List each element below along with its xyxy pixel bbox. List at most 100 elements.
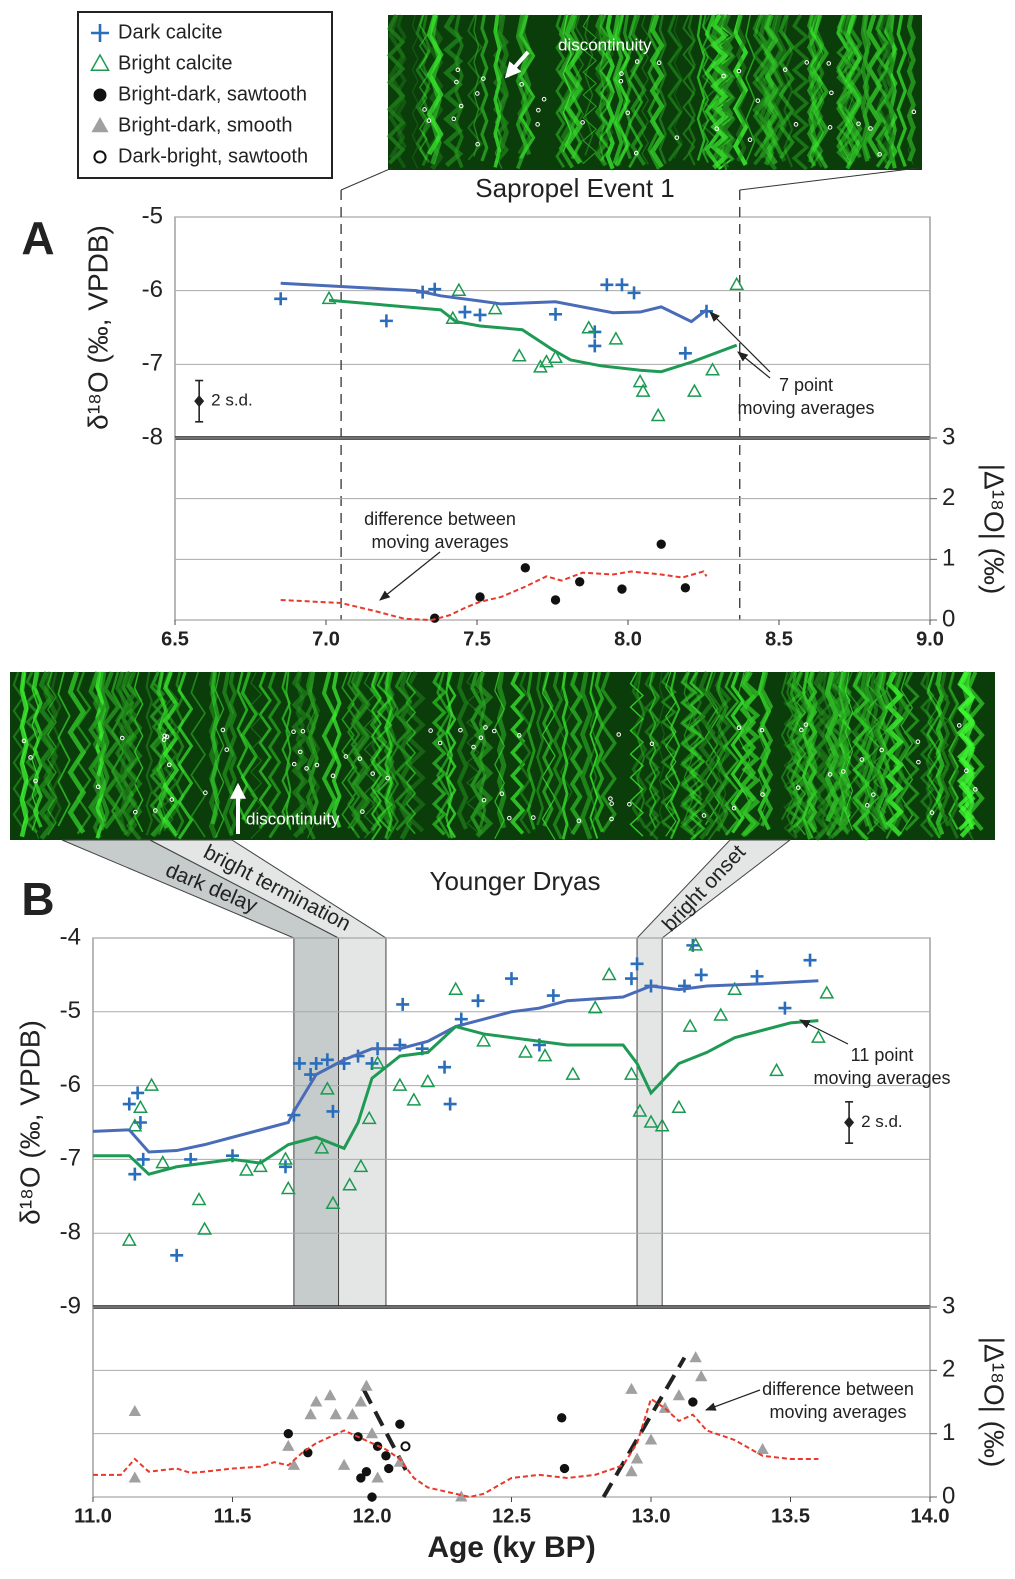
image-sample-spot [803, 722, 809, 727]
image-streak [162, 671, 180, 837]
point [537, 1048, 553, 1062]
point [705, 362, 721, 376]
image-sample-spot [618, 78, 624, 84]
image-sample-spot [625, 110, 631, 116]
image-streak [175, 671, 185, 835]
point [624, 1066, 639, 1080]
image-sample-spot [799, 727, 804, 733]
image-streak [430, 14, 442, 165]
image-streak [331, 671, 342, 829]
annotation-arrow [737, 351, 771, 379]
point [471, 994, 485, 1008]
image-sample-spot [291, 729, 296, 735]
image-sample-spot [956, 723, 962, 728]
image-streak [151, 671, 166, 838]
image-sample-spot [714, 126, 720, 131]
image-streak [885, 14, 896, 162]
y-tick-label: -5 [142, 202, 163, 229]
point [695, 1370, 708, 1382]
image-sample-spot [760, 792, 765, 797]
x-tick-label: 12.5 [492, 1505, 531, 1527]
annotation: moving averages [371, 532, 508, 552]
image-sample-spot [161, 737, 167, 743]
image-sample-spot [793, 122, 799, 127]
image-streak [561, 671, 569, 840]
point [546, 989, 560, 1003]
point [155, 1155, 171, 1169]
annotation: moving averages [769, 1402, 906, 1422]
image-sample-spot [609, 816, 614, 822]
image-streak [683, 671, 694, 821]
x-axis-title: Age (ky BP) [427, 1531, 595, 1564]
point [511, 348, 527, 362]
image-sample-spot [330, 773, 336, 779]
x-tick-label: 7.5 [463, 628, 491, 650]
point [473, 308, 487, 322]
point [191, 1191, 207, 1206]
image-streak [813, 14, 824, 153]
point [319, 1081, 335, 1095]
point [617, 584, 627, 594]
point [627, 286, 641, 300]
point [810, 1029, 826, 1043]
image-streak [644, 671, 660, 841]
event-title: Younger Dryas [429, 866, 600, 896]
image-sample-spot [877, 152, 882, 157]
image-sample-spot [864, 803, 870, 808]
image-sample-spot [422, 107, 427, 112]
y2-tick-label: 1 [942, 1419, 955, 1446]
image-streak [842, 14, 856, 163]
point [395, 1419, 405, 1429]
point [455, 1490, 468, 1502]
image-streak [783, 14, 794, 168]
image-streak [564, 14, 583, 165]
image-streak [698, 671, 716, 840]
legend-label: Bright-dark, smooth [118, 114, 293, 136]
image-sample-spot [973, 787, 978, 792]
image-streak [510, 671, 526, 835]
legend-label: Bright-dark, sawtooth [118, 83, 307, 105]
image-streak [376, 671, 393, 833]
point [750, 969, 764, 983]
point [282, 1439, 295, 1451]
image-sample-spot [481, 797, 487, 803]
image-sample-spot [291, 761, 297, 767]
point [451, 282, 467, 296]
y2-tick-label: 2 [942, 484, 955, 511]
image-sample-spot [531, 815, 536, 820]
image-streak [466, 671, 480, 834]
image-streak [885, 670, 904, 837]
y-tick-label: -8 [60, 1219, 81, 1246]
point [615, 278, 629, 292]
image-streak [12, 671, 24, 829]
annotation: 11 point [851, 1045, 914, 1065]
image-sample-spot [169, 797, 175, 802]
image-streak [824, 671, 840, 823]
image-sample-spot [471, 744, 476, 750]
image-streak [658, 671, 665, 828]
panel-letter: B [21, 873, 54, 925]
image-streak [589, 671, 599, 839]
point [122, 1097, 136, 1111]
image-streak [526, 671, 536, 830]
image-sample-spot [879, 747, 884, 753]
image-streak [291, 670, 309, 839]
point [132, 1099, 148, 1114]
point [565, 1066, 581, 1080]
image-sample-spot [964, 768, 969, 774]
image-sample-spot [609, 801, 614, 806]
legend-marker [93, 88, 107, 102]
line-series [280, 281, 708, 324]
point [280, 1180, 296, 1195]
annotation-arrow [704, 1389, 761, 1411]
image-sample-spot [162, 733, 168, 739]
point [575, 577, 585, 587]
image-sample-spot [627, 801, 632, 807]
image-sample-spot [536, 107, 541, 113]
point [630, 1452, 644, 1464]
image-sample-spot [871, 792, 876, 797]
annotation: moving averages [737, 398, 874, 418]
point [128, 1405, 142, 1417]
